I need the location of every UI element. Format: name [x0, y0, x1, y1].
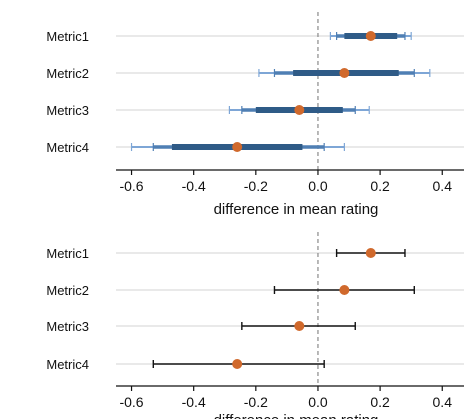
category-label: Metric2 [46, 66, 89, 81]
estimate-point [339, 285, 350, 295]
x-tick-label: -0.4 [182, 178, 206, 194]
x-tick-label: -0.2 [244, 394, 268, 410]
estimate-point [294, 321, 305, 331]
estimate-point [365, 31, 376, 41]
x-tick-label: -0.6 [119, 178, 143, 194]
estimate-point [365, 248, 376, 258]
x-axis-title: difference in mean rating [214, 412, 379, 419]
x-tick-label: 0.0 [308, 178, 328, 194]
x-tick-label: -0.2 [244, 178, 268, 194]
estimate-point [232, 142, 243, 152]
estimate-point [232, 359, 243, 369]
x-axis-title: difference in mean rating [214, 201, 379, 218]
x-tick-label: -0.6 [119, 394, 143, 410]
category-label: Metric4 [46, 140, 89, 155]
x-tick-label: 0.0 [308, 394, 328, 410]
category-label: Metric1 [46, 246, 89, 261]
category-label: Metric1 [46, 29, 89, 44]
x-tick-label: 0.4 [433, 178, 453, 194]
category-label: Metric3 [46, 319, 89, 334]
chart-panel-1: Metric1 Metric2 Metric3 Metric4 -0.6 -0.4 -0.2… [46, 12, 464, 218]
estimate-point [294, 105, 305, 115]
chart-panel-2: Metric1 Metric2 Metric3 Metric4 -0.6 -0.4 -0.2… [46, 232, 464, 419]
x-tick-label: 0.4 [433, 394, 453, 410]
estimate-point [339, 68, 350, 78]
x-tick-label: -0.4 [182, 394, 206, 410]
category-label: Metric3 [46, 103, 89, 118]
category-label: Metric2 [46, 283, 89, 298]
x-tick-label: 0.2 [370, 178, 390, 194]
x-tick-label: 0.2 [370, 394, 390, 410]
category-label: Metric4 [46, 357, 89, 372]
